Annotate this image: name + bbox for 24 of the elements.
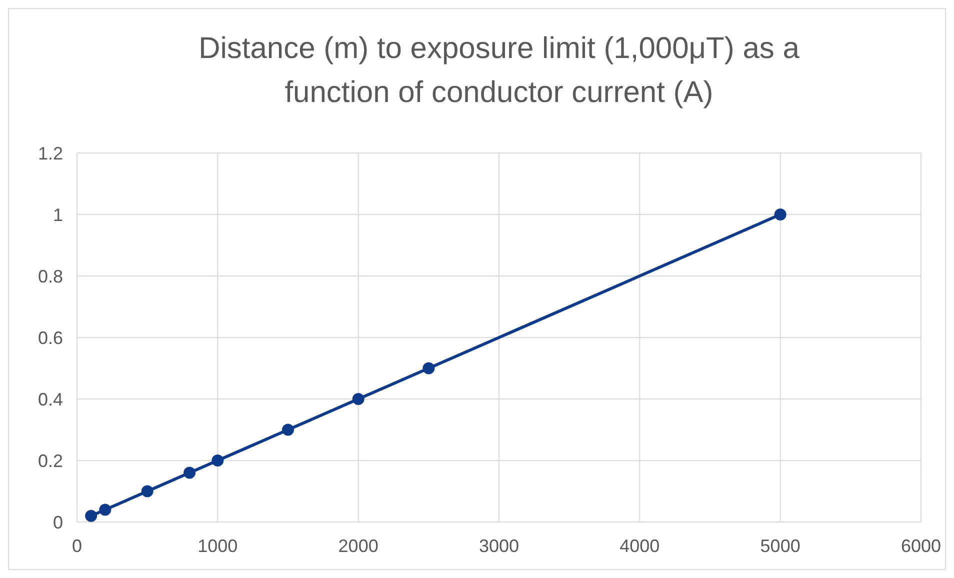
point — [352, 393, 364, 405]
point — [85, 510, 98, 522]
x-tick-label: 3000 — [478, 536, 520, 556]
point — [184, 466, 196, 479]
y-tick-label: 0.8 — [38, 266, 63, 286]
x-tick-label: 1000 — [198, 536, 238, 556]
x-tick-label: 0 — [72, 536, 82, 556]
y-tick-label: 0.6 — [38, 328, 63, 348]
y-tick-label: 0.2 — [38, 450, 63, 471]
point — [282, 424, 294, 436]
x-tick-label: 5000 — [760, 536, 800, 556]
y-tick-label: 1.2 — [38, 143, 63, 164]
x-tick-label: 6000 — [900, 536, 942, 556]
y-tick-label: 0 — [52, 512, 63, 532]
point — [212, 454, 224, 466]
x-tick-label: 2000 — [338, 536, 378, 556]
chart-title: Distance (m) to exposure limit (1,000μT) as a function of conductor current (A) — [198, 32, 800, 109]
point — [774, 208, 786, 220]
point — [422, 362, 435, 374]
y-tick-label: 1 — [52, 204, 63, 225]
point — [141, 485, 154, 498]
x-tick-label: 4000 — [620, 536, 660, 556]
point — [99, 504, 112, 516]
y-tick-label: 0.4 — [38, 389, 63, 410]
